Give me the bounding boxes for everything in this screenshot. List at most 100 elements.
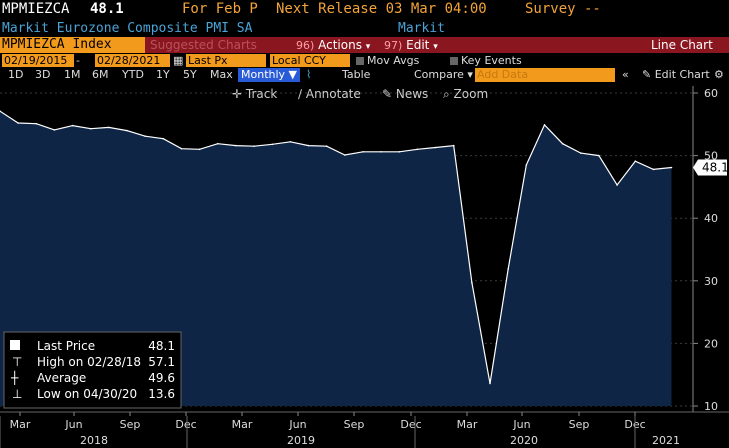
series-point (35, 122, 38, 125)
command-bar: MPMIEZCA Index Suggested Charts 96) Acti… (0, 37, 729, 53)
edit-label: Edit (406, 38, 430, 52)
series-point (670, 166, 673, 169)
start-date-field[interactable]: 02/19/2015 (2, 54, 74, 67)
legend-high-label: High on 02/28/18 (37, 355, 141, 369)
y-axis-ticks: 10 20 30 40 50 60 (693, 87, 718, 413)
last-value: 48.1 (90, 1, 124, 17)
line-chart-icon[interactable]: ⌇ (306, 68, 312, 81)
series-point (108, 126, 110, 129)
legend-last-price-value: 48.1 (148, 339, 175, 353)
gear-icon[interactable]: ⚙ (714, 68, 724, 81)
series-point (398, 151, 401, 153)
series-point (325, 145, 328, 147)
period-ytd[interactable]: YTD (122, 68, 144, 81)
period-1m[interactable]: 1M (64, 68, 81, 81)
annotate-label: Annotate (306, 87, 361, 101)
series-point (90, 127, 92, 130)
edit-menu[interactable]: 97) Edit ▾ (384, 37, 438, 53)
x-month-label: Dec (175, 418, 196, 431)
news-label: News (396, 87, 428, 101)
field-select[interactable]: Last Px (186, 54, 266, 67)
x-year-label: 2018 (80, 434, 108, 447)
period-5y[interactable]: 5Y (183, 68, 197, 81)
track-label: Track (245, 87, 277, 101)
low-marker-icon: ⊥ (12, 387, 22, 401)
collapse-icon[interactable]: « (622, 68, 629, 81)
legend-high-value: 57.1 (148, 355, 175, 369)
survey-label: Survey -- (525, 1, 601, 17)
last-value-tag-shape (693, 159, 727, 176)
period-1y[interactable]: 1Y (156, 68, 170, 81)
series-point (452, 144, 455, 147)
series-point (598, 154, 600, 157)
series-point (253, 145, 255, 147)
series-point (543, 124, 546, 126)
average-marker-icon: ┼ (10, 370, 19, 385)
actions-menu[interactable]: 96) Actions ▾ (296, 37, 370, 53)
track-button[interactable]: ✛ Track (232, 87, 277, 101)
period-3d[interactable]: 3D (35, 68, 51, 81)
suggested-charts-label: Suggested Charts (150, 38, 257, 52)
last-value-tag-text: 48.1 (702, 160, 729, 174)
next-release: Next Release 03 Mar 04:00 (276, 1, 487, 17)
x-month-label: Jun (64, 418, 82, 431)
y-tick-label: 40 (704, 212, 718, 225)
legend-low-label: Low on 04/30/20 (37, 387, 137, 401)
edit-number: 97) (384, 39, 403, 52)
description-row: Markit Eurozone Composite PMI SA Markit (0, 20, 729, 37)
edit-chart-button[interactable]: ✎ Edit Chart (642, 68, 710, 82)
period-label: For Feb P (182, 1, 258, 17)
y-tick-label: 60 (704, 87, 718, 100)
series-point (0, 110, 1, 112)
series-point (53, 129, 56, 131)
calendar-icon[interactable]: ▦ (173, 54, 184, 67)
currency-select[interactable]: Local CCY (270, 54, 350, 67)
x-month-label: Sep (120, 418, 141, 431)
key-events-label: Key Events (461, 54, 522, 67)
series-point (561, 142, 564, 145)
legend: Last Price 48.1 ⊤ High on 02/28/18 57.1 … (3, 331, 182, 409)
compare-select[interactable]: Compare ▾ (414, 68, 473, 81)
suggested-charts-button[interactable]: Suggested Charts (150, 37, 257, 53)
controls-row: 02/19/2015 - 02/28/2021 ▦ Last Px Local … (0, 53, 729, 68)
pencil-icon: ✎ (642, 68, 652, 81)
period-max[interactable]: Max (210, 68, 233, 81)
edit-chart-label: Edit Chart (654, 68, 710, 81)
y-tick-label: 20 (704, 337, 718, 350)
chart-toolbar: ✛ Track ∕ Annotate ✎ News ⌕ Zoom (232, 87, 488, 101)
period-6m[interactable]: 6M (92, 68, 109, 81)
mov-avgs-toggle[interactable]: Mov Avgs (356, 54, 419, 67)
key-events-toggle[interactable]: Key Events (450, 54, 522, 67)
x-month-label: Sep (569, 418, 590, 431)
series-point (198, 148, 201, 151)
annotate-button[interactable]: ∕ Annotate (298, 87, 361, 101)
compare-label: Compare (414, 68, 464, 81)
crosshair-icon: ✛ (232, 87, 246, 101)
price-chart[interactable]: 10 20 30 40 50 60 Mar Jun Sep Dec Mar Jun Sep Dec Mar… (0, 82, 729, 448)
series-point (71, 124, 74, 127)
series-point (271, 143, 274, 146)
chevron-down-icon: ▾ (365, 42, 371, 52)
table-button[interactable]: Table (342, 68, 371, 81)
legend-average-value: 49.6 (148, 371, 175, 385)
series-point (235, 144, 237, 147)
x-month-label: Jun (288, 418, 306, 431)
zoom-button[interactable]: ⌕ Zoom (443, 87, 488, 101)
series-point (380, 151, 382, 153)
news-button[interactable]: ✎ News (382, 87, 428, 101)
actions-label: Actions (318, 38, 362, 52)
series-point (289, 141, 292, 143)
series-point (144, 135, 146, 137)
source-label: Markit (398, 21, 445, 36)
chevron-down-icon: ▾ (433, 42, 438, 52)
checkbox-icon (356, 57, 364, 65)
series-point (616, 184, 618, 186)
security-description: Markit Eurozone Composite PMI SA (2, 21, 253, 36)
end-date-field[interactable]: 02/28/2021 (95, 54, 170, 67)
add-data-input[interactable]: Add Data (475, 68, 615, 82)
frequency-select[interactable]: Monthly ▼ (238, 68, 301, 82)
x-month-label: Jun (512, 418, 530, 431)
period-1d[interactable]: 1D (8, 68, 24, 81)
legend-box (3, 331, 182, 409)
security-field[interactable]: MPMIEZCA Index (0, 37, 145, 53)
